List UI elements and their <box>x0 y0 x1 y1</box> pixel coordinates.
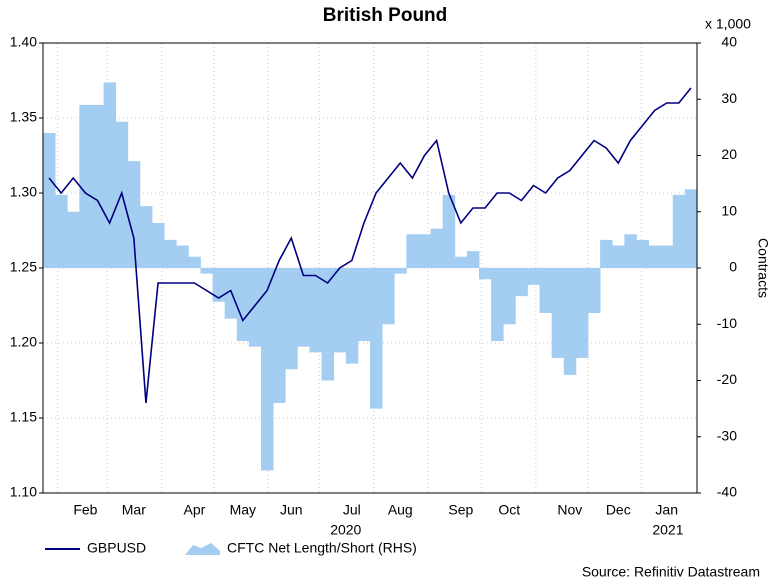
x-tick-label: Apr <box>183 502 205 518</box>
area-step <box>503 268 516 325</box>
y2-tick-label: 30 <box>721 90 737 106</box>
area-step <box>164 239 177 268</box>
y2-tick-label: 0 <box>729 259 737 275</box>
x-tick-label: Feb <box>73 502 97 518</box>
area-step <box>612 245 625 268</box>
area-step <box>139 206 153 268</box>
area-step <box>91 104 104 268</box>
area-step <box>491 268 504 342</box>
x-group-label: 2021 <box>652 522 683 538</box>
area-step <box>200 268 213 274</box>
area-step <box>527 268 540 285</box>
area-step <box>515 268 528 297</box>
area-series <box>43 82 698 471</box>
area-step <box>551 268 565 358</box>
chart-title: British Pound <box>323 5 448 26</box>
y2-axis-label: Contracts <box>755 238 770 298</box>
x-tick-label: May <box>230 502 256 518</box>
y-tick-label: 1.20 <box>10 334 37 350</box>
area-step <box>321 268 335 381</box>
area-step <box>406 234 419 268</box>
area-step <box>394 268 407 274</box>
area-step <box>176 245 189 268</box>
area-step <box>67 211 80 268</box>
area-step <box>297 268 310 347</box>
y2-tick-label: -40 <box>717 484 737 500</box>
area-step <box>345 268 359 364</box>
area-step <box>636 239 649 268</box>
y-tick-label: 1.25 <box>10 259 37 275</box>
area-step <box>79 104 92 268</box>
area-step <box>442 194 456 268</box>
y2-unit-label: x 1,000 <box>705 16 751 32</box>
area-step <box>236 268 250 342</box>
area-step <box>261 268 274 471</box>
area-step <box>370 268 383 409</box>
area-step <box>672 194 686 268</box>
area-step <box>357 268 371 342</box>
x-tick-label: Mar <box>122 502 146 518</box>
area-step <box>648 245 662 268</box>
area-step <box>285 268 298 370</box>
x-tick-label: Aug <box>388 502 413 518</box>
x-tick-label: Jan <box>655 502 678 518</box>
area-step <box>382 268 395 325</box>
line-series <box>48 87 692 404</box>
area-step <box>188 256 201 268</box>
y2-tick-label: -30 <box>717 427 737 443</box>
x-tick-label: Dec <box>606 502 631 518</box>
y2-tick-label: 10 <box>721 202 737 218</box>
area-step <box>684 189 698 268</box>
x-tick-label: Sep <box>448 502 473 518</box>
area-step <box>212 268 226 302</box>
area-step <box>43 133 56 268</box>
y2-tick-label: -20 <box>717 371 737 387</box>
area-step <box>466 251 480 268</box>
area-step <box>333 268 347 353</box>
y2-tick-label: 40 <box>721 34 737 50</box>
area-step <box>103 82 117 268</box>
area-step <box>454 256 468 268</box>
x-group-label: 2020 <box>330 522 361 538</box>
x-tick-label: Jun <box>280 502 303 518</box>
y-tick-label: 1.10 <box>10 484 37 500</box>
y-tick-label: 1.35 <box>10 109 37 125</box>
y-tick-label: 1.40 <box>10 34 37 50</box>
legend-label: GBPUSD <box>87 540 146 556</box>
area-step <box>600 239 613 268</box>
area-step <box>588 268 601 313</box>
y2-tick-label: 20 <box>721 146 737 162</box>
area-step <box>539 268 553 313</box>
x-tick-label: Oct <box>498 502 520 518</box>
y2-tick-label: -10 <box>717 315 737 331</box>
y-tick-label: 1.15 <box>10 409 37 425</box>
area-step <box>224 268 238 319</box>
area-step <box>55 194 68 268</box>
area-step <box>479 268 492 280</box>
area-step <box>575 268 589 358</box>
area-step <box>563 268 577 375</box>
area-step <box>127 161 141 268</box>
area-step <box>248 268 262 347</box>
x-tick-label: Nov <box>557 502 582 518</box>
x-tick-label: Jul <box>343 502 361 518</box>
legend-swatch <box>185 543 220 555</box>
area-step <box>624 234 637 268</box>
area-step <box>418 234 431 268</box>
legend-label: CFTC Net Length/Short (RHS) <box>227 540 417 556</box>
area-step <box>152 223 165 268</box>
source: Source: Refinitiv Datastream <box>582 564 760 580</box>
area-step <box>309 268 322 353</box>
area-step <box>430 228 444 268</box>
area-step <box>660 245 674 268</box>
area-step <box>273 268 286 403</box>
y-tick-label: 1.30 <box>10 184 37 200</box>
